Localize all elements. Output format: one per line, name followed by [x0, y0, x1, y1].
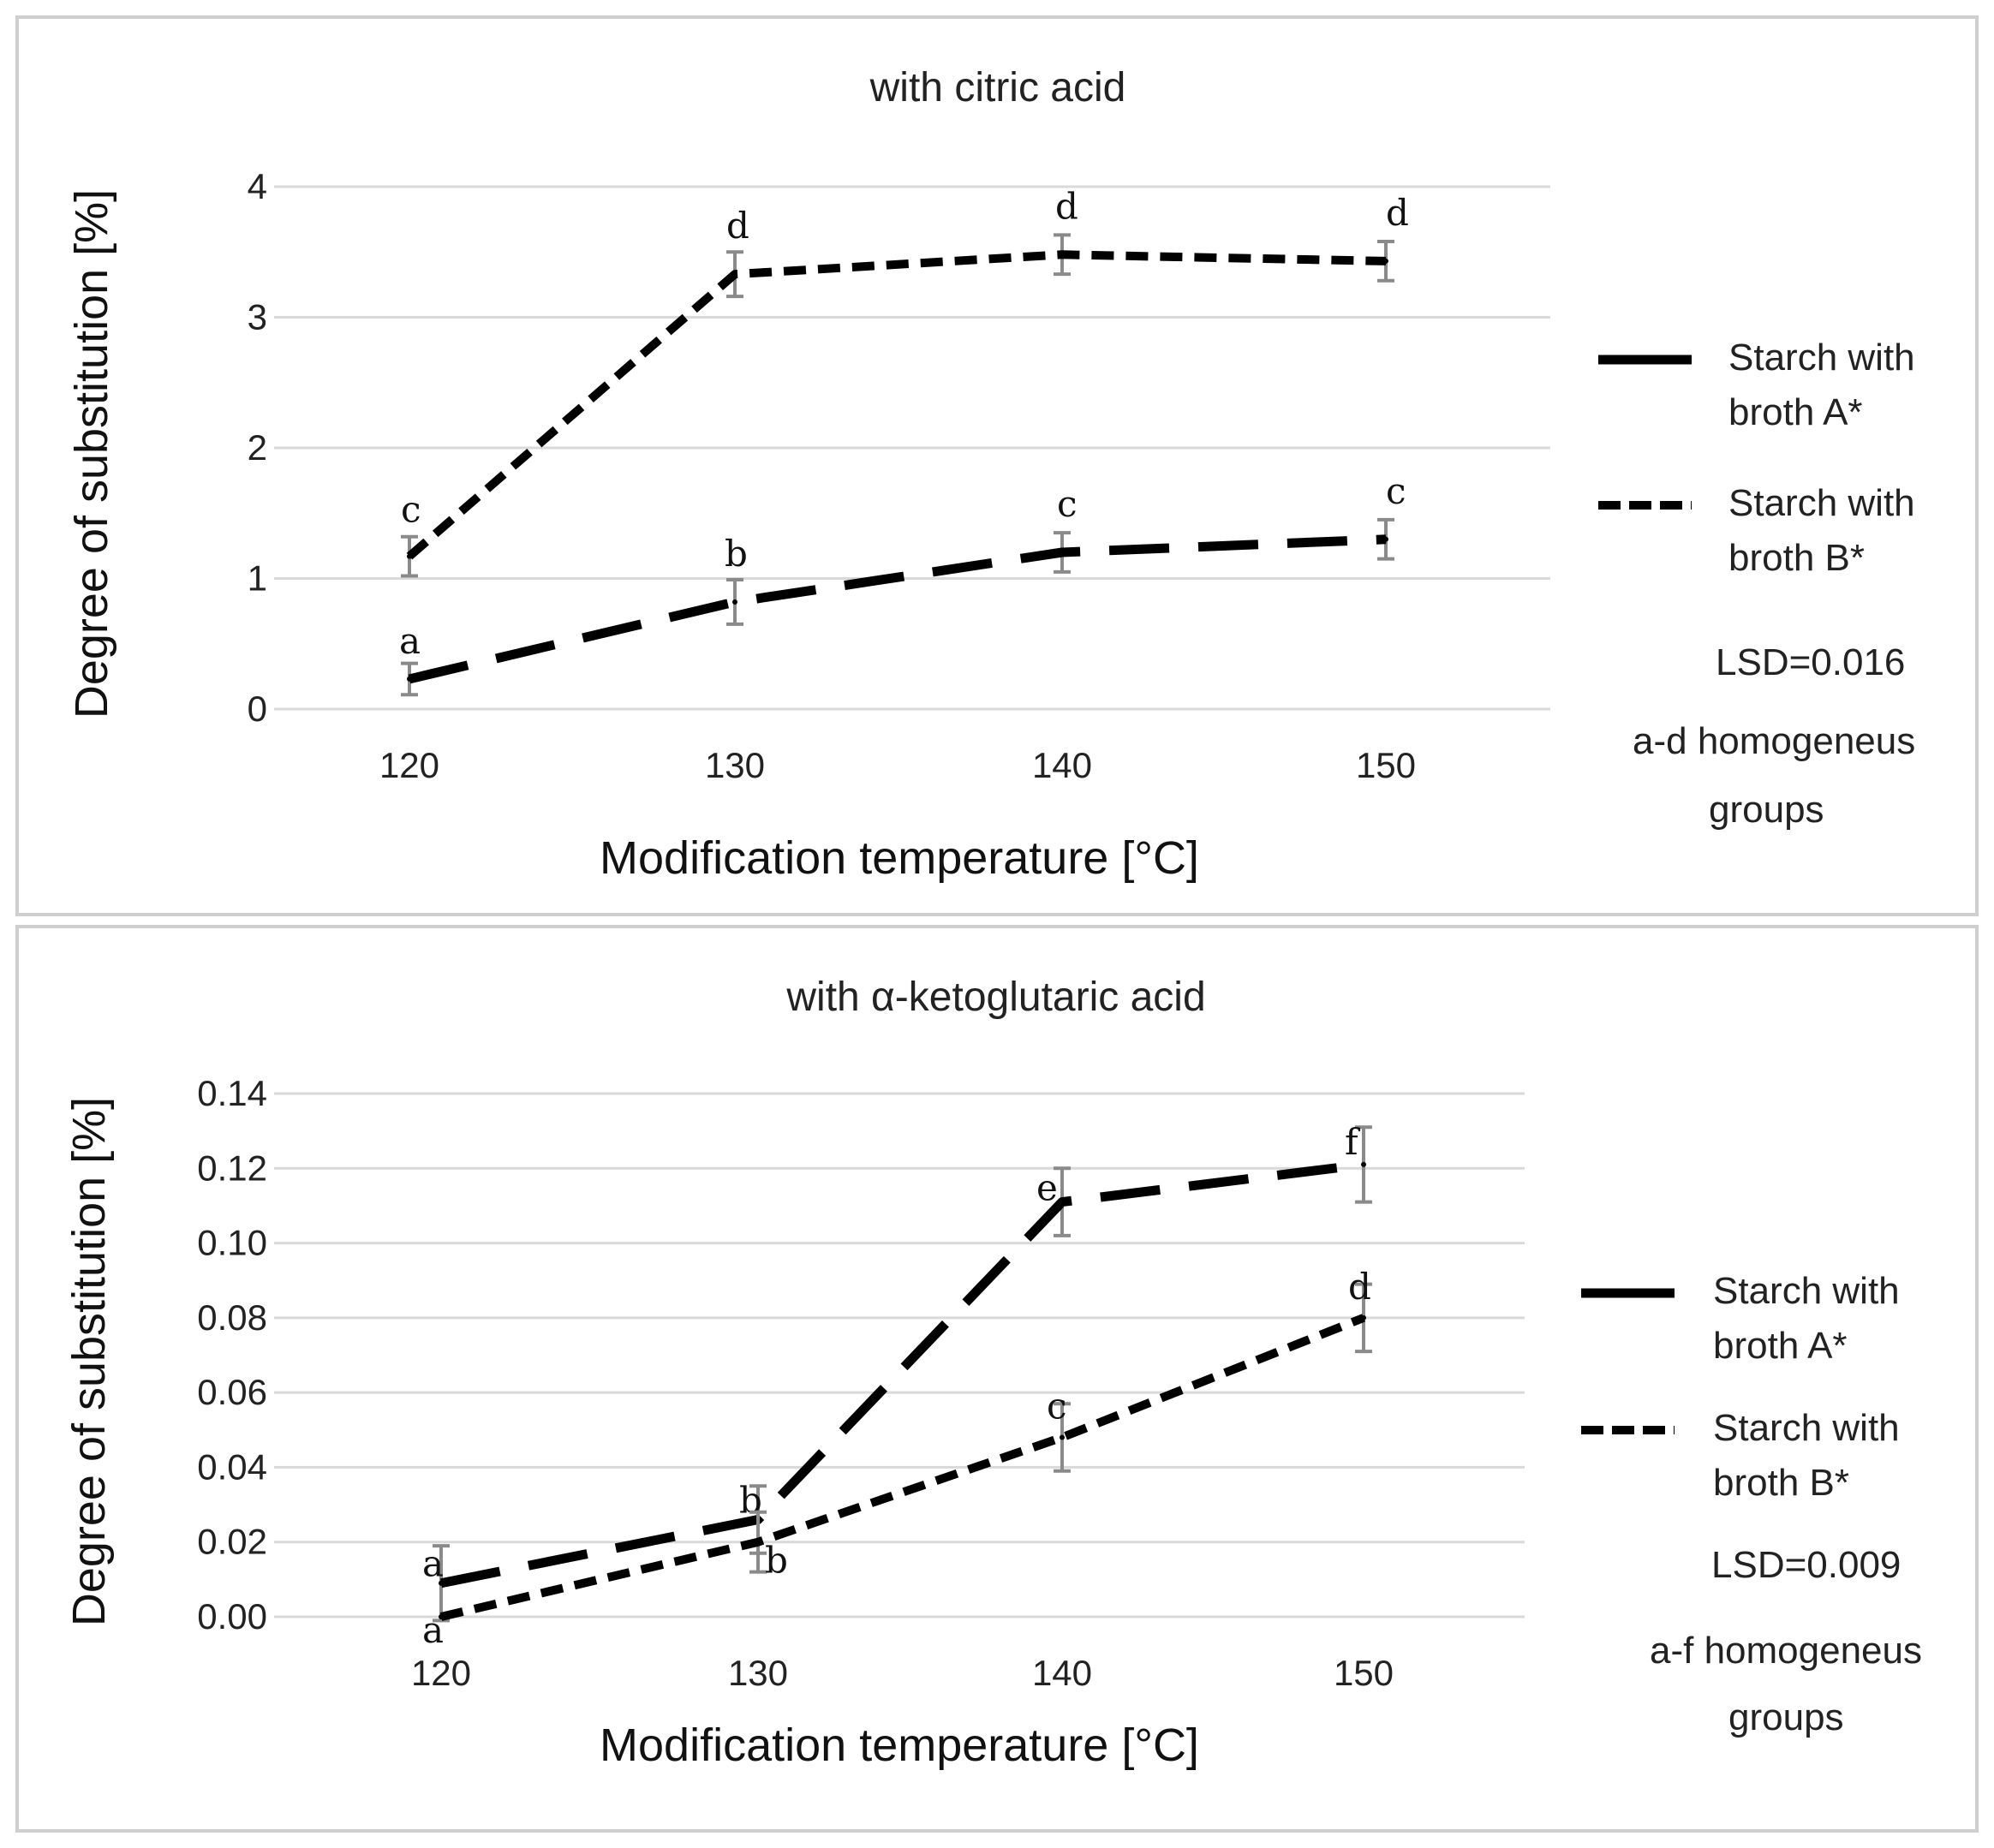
data-point [1060, 252, 1065, 258]
x-tick-label: 130 [705, 745, 765, 785]
y-tick-label: 0.06 [197, 1372, 267, 1412]
data-point [1361, 1314, 1366, 1320]
series-broth-b: c d d d [401, 185, 1409, 578]
legend-label: Starch with [1728, 337, 1915, 379]
data-point [1060, 1199, 1065, 1205]
y-tick-label: 3 [248, 297, 267, 337]
x-tick-label: 130 [728, 1653, 788, 1693]
group-letter: d [1055, 185, 1078, 227]
legend-item: Starch with broth B* [1581, 1407, 1900, 1504]
x-tick-label: 150 [1356, 745, 1416, 785]
legend-item: Starch with broth A* [1598, 337, 1915, 433]
series-line [439, 1314, 1365, 1621]
chart-title: with citric acid [869, 65, 1126, 110]
legend-label: broth B* [1713, 1462, 1849, 1504]
x-tick-label: 120 [411, 1653, 471, 1693]
group-letter: f [1345, 1121, 1361, 1163]
x-axis-label: Modification temperature [°C] [600, 1720, 1199, 1771]
legend-item: Starch with broth B* [1598, 482, 1915, 579]
data-point [1383, 258, 1388, 264]
legend: Starch with broth A* Starch with broth B* [1581, 1270, 1900, 1504]
y-axis-label: Degree of substitution [%] [63, 1097, 115, 1626]
y-axis-label: Degree of substitution [%] [66, 189, 117, 718]
group-letter: d [1348, 1266, 1371, 1308]
groups-note: groups [1728, 1696, 1844, 1738]
y-tick-label: 0.08 [197, 1297, 267, 1338]
group-letter: c [1057, 483, 1078, 525]
legend-label: broth B* [1728, 537, 1865, 579]
data-point [732, 599, 737, 605]
chart-title: with α-ketoglutaric acid [785, 975, 1205, 1020]
group-letter: a [399, 620, 421, 662]
group-letter: a [422, 1543, 444, 1585]
legend-label: broth A* [1728, 391, 1863, 433]
y-tick-label: 0.02 [197, 1522, 267, 1562]
chart-2: with α-ketoglutaric acid 0.00 0.02 0.04 0.06… [63, 975, 1922, 1771]
group-letter: a [422, 1609, 444, 1651]
data-point [439, 1580, 444, 1586]
group-letter: d [726, 205, 749, 247]
y-tick-label: 0.12 [197, 1148, 267, 1188]
legend-item: Starch with broth A* [1581, 1270, 1900, 1367]
data-point [1383, 536, 1388, 542]
x-axis-label: Modification temperature [°C] [600, 832, 1199, 884]
series-broth-a: a b e f [422, 1121, 1372, 1623]
series-line [439, 1159, 1364, 1589]
x-tick-label: 120 [379, 745, 439, 785]
y-tick-label: 4 [248, 166, 267, 206]
ketoglutaric-acid-panel [15, 925, 1979, 1833]
data-point [1361, 1161, 1366, 1167]
data-point [439, 1614, 444, 1619]
legend-label: Starch with [1728, 482, 1915, 524]
group-letter: d [1386, 192, 1409, 234]
series-line [406, 250, 1387, 560]
legend: Starch with broth A* Starch with broth B* [1598, 337, 1915, 579]
data-point [732, 271, 737, 277]
y-tick-label: 2 [248, 427, 267, 468]
data-point [755, 1539, 761, 1545]
data-point [1060, 1434, 1065, 1440]
chart-1: with citric acid 0 1 2 3 4 120 130 140 150 Modific… [66, 65, 1915, 884]
group-letter: c [401, 489, 421, 531]
y-tick-label: 0.14 [197, 1073, 267, 1113]
group-letter: b [765, 1540, 788, 1582]
group-letter: c [1047, 1386, 1067, 1428]
group-letter: c [1386, 470, 1406, 512]
legend-label: broth A* [1713, 1325, 1848, 1367]
data-point [1060, 550, 1065, 555]
series-broth-b: a b c d [422, 1266, 1372, 1651]
groups-note: groups [1709, 789, 1824, 831]
x-tick-label: 140 [1032, 1653, 1092, 1693]
series-line [408, 534, 1387, 684]
groups-note: a-d homogeneus [1633, 720, 1915, 762]
groups-note: a-f homogeneus [1650, 1630, 1922, 1672]
data-point [407, 553, 412, 559]
lsd-note: LSD=0.016 [1716, 641, 1905, 683]
legend-label: Starch with [1713, 1407, 1900, 1449]
series-broth-a: a b c c [399, 470, 1406, 697]
y-tick-label: 0 [248, 689, 267, 729]
y-tick-label: 1 [248, 558, 267, 599]
lsd-note: LSD=0.009 [1711, 1544, 1901, 1586]
x-tick-label: 140 [1032, 745, 1092, 785]
y-tick-label: 0.04 [197, 1446, 267, 1487]
y-tick-label: 0.00 [197, 1596, 267, 1636]
legend-label: Starch with [1713, 1270, 1900, 1312]
x-tick-label: 150 [1334, 1653, 1394, 1693]
group-letter: e [1036, 1167, 1058, 1209]
data-point [407, 676, 412, 682]
citric-acid-panel [15, 15, 1979, 916]
group-letter: b [725, 533, 748, 575]
y-tick-label: 0.10 [197, 1223, 267, 1263]
